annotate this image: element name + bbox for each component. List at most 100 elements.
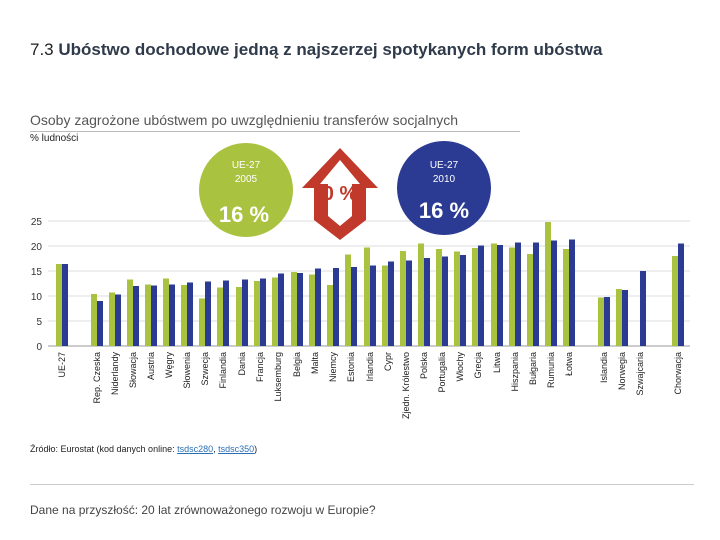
bubble-2005 [199,143,293,237]
x-category-label: Łotwa [564,352,574,376]
bar-2010-26 [551,240,557,346]
bar-2010-14 [333,268,339,346]
y-tick-label-0: 0 [36,342,42,353]
bubble-2005-year: 2005 [235,174,258,185]
bar-2010-20 [442,256,448,346]
source-suffix: ) [254,444,258,454]
bar-2005-19 [418,243,424,346]
bubble-2010-value: 16 % [419,198,469,223]
bar-2005-16 [364,247,370,346]
x-category-label: Litwa [492,352,502,373]
bar-2005-0 [56,264,62,346]
bar-2010-4 [151,285,157,346]
x-category-label: Francja [255,352,265,382]
bubble-2005-label: UE-27 [232,160,261,171]
bar-2010-25 [533,242,539,346]
x-category-label: Szwajcaria [635,352,645,396]
bar-2005-27 [563,249,569,346]
bar-2005-5 [163,278,169,346]
bar-2010-28 [604,297,610,346]
bar-2010-11 [278,273,284,346]
bar-2010-29 [622,290,628,346]
bar-2005-1 [91,294,97,346]
bar-2010-24 [515,242,521,346]
bar-2010-8 [223,280,229,346]
x-category-label: Grecja [473,352,483,379]
bar-2010-1 [97,301,103,346]
page-title: 7.3 Ubóstwo dochodowe jedną z najszerzej… [30,40,602,60]
x-category-label: Irlandia [365,352,375,382]
source-note: Źródło: Eurostat (kod danych online: tsd… [30,444,257,454]
bar-2005-14 [327,285,333,346]
y-tick-label-5: 5 [36,317,42,328]
footer-divider [30,484,694,485]
x-category-label: Rep. Czeska [92,352,102,404]
y-tick-label-25: 25 [31,217,43,228]
bar-2005-31 [672,256,678,346]
x-category-label: Zjedn. Królestwo [401,352,411,419]
bar-2005-20 [436,249,442,346]
title-number: 7.3 [30,40,54,59]
bar-2010-16 [370,265,376,346]
bubble-2010-label: UE-27 [430,160,459,171]
bubble-2005-value: 16 % [219,202,269,227]
bar-2005-28 [598,297,604,346]
source-separator: , [213,444,219,454]
x-category-label: Islandia [599,352,609,383]
bar-2005-21 [454,251,460,346]
footer-text: Dane na przyszłość: 20 lat zrównoważoneg… [30,503,376,517]
bar-2010-7 [205,281,211,346]
x-category-label: Włochy [455,352,465,382]
bar-chart: 0 5 10 15 20 25 UE-27 Rep. Czeska Niderlandy Słow… [31,141,690,419]
bar-2010-6 [187,282,193,346]
x-category-label: Cypr [383,352,393,371]
bar-2005-6 [181,285,187,346]
bar-2005-15 [345,254,351,346]
x-category-label: Słowenia [182,352,192,389]
bar-2010-10 [260,278,266,346]
bar-2005-26 [545,222,551,346]
unit-label: % ludności [30,133,79,144]
bar-2005-9 [236,287,242,346]
x-category-label: Luksemburg [273,352,283,402]
x-category-label: Austria [146,352,156,380]
bubble-2010-year: 2010 [433,174,456,185]
y-tick-label-15: 15 [31,267,43,278]
source-link-tsdsc280[interactable]: tsdsc280 [177,444,214,454]
bar-2005-10 [254,281,260,346]
bar-2005-24 [509,247,515,346]
x-category-label: Szwecja [200,352,210,386]
x-category-label: Portugalia [437,352,447,393]
bar-2010-9 [242,279,248,346]
x-category-label: Malta [310,352,320,374]
subtitle-divider [30,131,520,132]
bar-2010-0 [62,264,68,346]
bar-2005-11 [272,277,278,346]
bar-2010-18 [406,260,412,346]
bar-2010-3 [133,286,139,346]
bar-2005-8 [217,287,223,346]
x-category-label: Słowacja [128,352,138,388]
x-category-label: Dania [237,352,247,376]
bar-2005-29 [616,289,622,346]
x-category-label: Chorwacja [673,352,683,395]
y-tick-label-10: 10 [31,292,43,303]
bar-2005-18 [400,251,406,346]
bar-2005-7 [199,298,205,346]
bar-2010-30 [640,271,646,346]
bar-2005-4 [145,284,151,346]
bar-2010-23 [497,245,503,346]
bar-2005-12 [291,272,297,346]
bar-2010-27 [569,239,575,346]
bar-2010-5 [169,284,175,346]
bar-2010-19 [424,258,430,346]
x-category-label: Niemcy [328,352,338,383]
change-value: 0 % [323,183,358,205]
chart-subtitle: Osoby zagrożone ubóstwem po uwzględnieni… [30,112,459,128]
x-category-label: Niderlandy [110,352,120,396]
bar-2005-25 [527,254,533,346]
x-category-label: Bułgaria [528,352,538,385]
source-link-tsdsc350[interactable]: tsdsc350 [218,444,255,454]
x-category-label: Finlandia [218,352,228,389]
bar-2005-23 [491,243,497,346]
